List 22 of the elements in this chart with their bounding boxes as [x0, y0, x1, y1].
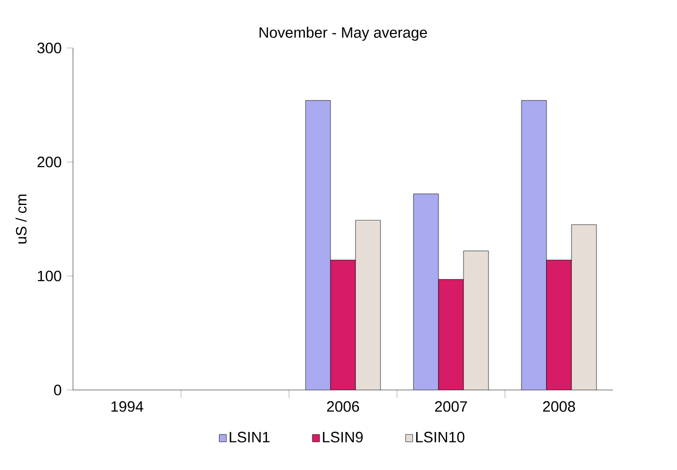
y-tick-label: 100 [38, 270, 62, 282]
bar [306, 100, 330, 390]
y-tick-label: 200 [38, 156, 62, 168]
bar [546, 260, 572, 390]
bar [330, 260, 356, 390]
x-tick-label: 2008 [543, 401, 576, 412]
legend-label: LSIN1 [230, 432, 270, 442]
bar [438, 279, 464, 390]
bar [356, 220, 380, 390]
legend-label: LSIN9 [322, 432, 363, 442]
x-tick-label: 2007 [435, 401, 467, 412]
x-tick-label: 2006 [327, 401, 360, 412]
y-axis-title: uS / cm [16, 194, 27, 244]
bar [521, 100, 547, 390]
bar [464, 250, 488, 390]
legend-label: LSIN10 [416, 432, 464, 442]
y-tick-label: 300 [37, 42, 62, 54]
y-tick-label: 0 [54, 384, 62, 396]
chart-title: November - May average [260, 26, 427, 41]
x-tick-label: 1994 [111, 401, 144, 412]
bar [413, 194, 438, 390]
bar [571, 224, 597, 390]
